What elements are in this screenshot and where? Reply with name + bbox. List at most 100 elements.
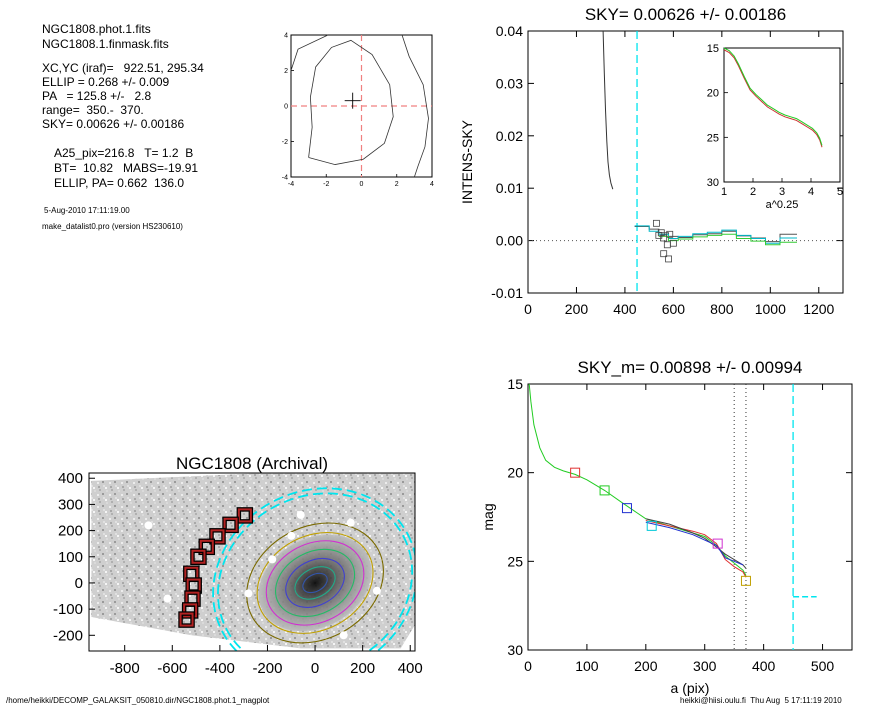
sky-sample-square [663,241,671,249]
mask-box [183,603,198,618]
info-pa: PA = 125.8 +/- 2.8 [42,89,152,103]
mag-y-axis-label: mag [480,503,496,530]
y-tick-label: 20 [507,465,523,481]
mask-box [191,549,206,564]
mag-x-axis-label: a (pix) [671,680,710,696]
inset-x-tick-label: 5 [837,186,843,198]
info-file2: NGC1808.1.finmask.fits [42,37,169,51]
inset-y-tick-label: 15 [707,43,719,55]
mag-profile-series [645,520,747,578]
y-tick-label: 200 [58,523,83,540]
isophote-ellipse [265,540,365,626]
x-tick-label: -600 [157,660,187,677]
x-tick-label: -200 [252,660,282,677]
mag-marker-square [621,503,632,514]
y-tick-label: -100 [53,601,83,618]
info-ellip: ELLIP = 0.268 +/- 0.009 [42,75,170,89]
inset-x-tick-label: 1 [721,186,727,198]
outer-contour-left [290,34,329,71]
x-tick-label: 600 [662,301,686,317]
masked-star [339,631,348,640]
inset-profile-green [723,47,823,146]
x-tick-label: 0 [311,660,319,677]
mag-profile-series [645,521,744,566]
masked-star [287,531,296,540]
y-tick-label: 4 [284,33,288,40]
info-file1: NGC1808.phot.1.fits [42,22,151,36]
y-tick-label: 0.01 [496,180,523,196]
inset-y-tick-label: 30 [707,177,719,189]
y-tick-label: -2 [282,139,288,146]
y-tick-label: -200 [53,627,83,644]
inner-contour [308,39,394,165]
galaxy-body [258,534,372,632]
mask-box [199,539,214,554]
y-tick-label: 2 [284,68,288,75]
x-tick-label: 400 [752,658,776,674]
intens-sky-frame [527,30,844,294]
mask-box [210,529,225,544]
masked-star [268,555,277,564]
sky-annulus-ellipse [212,487,415,651]
galaxy-image-frame [88,472,416,652]
y-tick-label: 0.03 [496,75,523,91]
isophote-ellipse [302,572,328,594]
mag-marker-square [712,538,723,549]
inset-x-tick-label: 3 [779,186,785,198]
x-tick-label: 2 [395,181,399,188]
inset-y-tick-label: 20 [707,88,719,100]
isophote-ellipse [294,566,336,600]
mag-profile-series [528,384,747,576]
x-tick-label: -2 [323,181,329,188]
info-date: 5-Aug-2010 17:11:19.00 [44,206,130,215]
intensity-profile-line [602,31,614,190]
inset-profile-red [723,49,823,148]
mag-marker-square [570,467,581,478]
x-tick-label: 500 [811,658,835,674]
center-contour-plot: -4 -2 0 2 4 -4 -2 0 2 4 [282,33,434,189]
sky-sample-square [665,255,672,263]
x-tick-label: 0 [524,301,532,317]
masked-star [372,586,381,595]
mag-profile-series [645,518,747,569]
inset-y-tick-label: 25 [707,132,719,144]
x-tick-label: 4 [430,181,434,188]
info-xcyc: XC,YC (iraf)= 922.51, 295.34 [42,61,204,75]
x-tick-label: 400 [613,301,637,317]
info-sky: SKY= 0.00626 +/- 0.00186 [42,117,185,131]
x-tick-label: 0 [360,181,364,188]
x-tick-label: -4 [288,181,294,188]
intens-sky-y-axis-label: INTENS-SKY [459,119,475,204]
mag-profile-plot: SKY_m= 0.00898 +/- 0.00994 mag a (pix) 0 100… [480,358,853,696]
sky-step-series [658,233,797,246]
x-tick-label: 300 [693,658,717,674]
footer-path: /home/heikki/DECOMP_GALAKSIT_050810.dir/… [6,696,270,705]
mag-marker-square [599,485,610,496]
y-tick-label: -4 [282,175,288,182]
x-tick-label: 100 [575,658,599,674]
mag-profile-frame [527,383,853,651]
y-tick-label: 400 [58,470,83,487]
mask-box [179,612,194,627]
x-tick-label: -800 [110,660,140,677]
mag-marker-square [740,575,751,586]
mask-box [223,517,238,532]
x-tick-label: 0 [524,658,532,674]
info-a25: A25_pix=216.8 T= 1.2 B [54,146,194,160]
x-tick-label: -400 [205,660,235,677]
inset-plot: 1 2 3 4 5 15 20 25 30 a^0.25 [707,43,843,211]
mask-box [237,508,252,523]
sky-sample-square [655,231,663,239]
x-tick-label: 800 [710,301,734,317]
mag-profile-title: SKY_m= 0.00898 +/- 0.00994 [578,358,803,377]
y-tick-label: -0.01 [491,285,523,301]
sky-sample-square [653,219,660,227]
sky-sample-square [660,250,668,258]
y-tick-label: 30 [507,642,523,658]
y-tick-label: 15 [507,376,523,392]
galaxy-image-title: NGC1808 (Archival) [176,454,328,473]
galaxy-image-plot: NGC1808 (Archival) -800 -600 -400 -200 0 200 40… [53,454,423,677]
sky-step-series [634,225,797,244]
masked-star [244,589,253,598]
